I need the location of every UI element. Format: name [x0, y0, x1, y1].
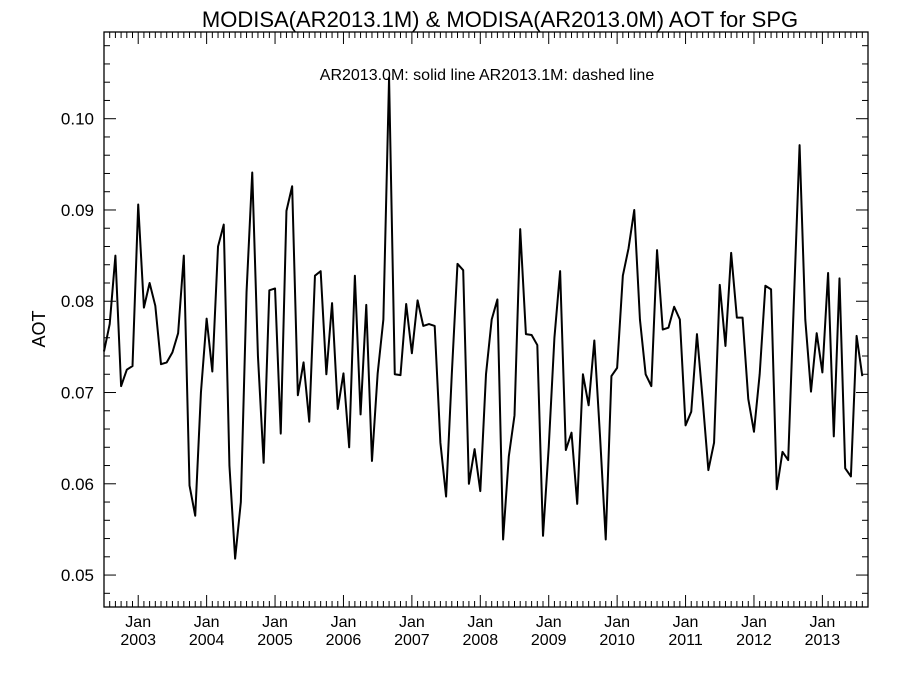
x-tick-month: Jan [194, 614, 220, 631]
y-tick-label: 0.07 [61, 384, 94, 403]
chart-title: MODISA(AR2013.1M) & MODISA(AR2013.0M) AO… [202, 7, 798, 32]
y-axis-label: AOT [29, 310, 49, 347]
x-tick-year: 2012 [736, 632, 772, 649]
x-tick-month: Jan [741, 614, 767, 631]
x-tick-year: 2003 [120, 632, 156, 649]
x-tick-month: Jan [331, 614, 357, 631]
y-tick-label: 0.08 [61, 292, 94, 311]
x-tick-month: Jan [809, 614, 835, 631]
x-tick-month: Jan [536, 614, 562, 631]
plot-frame [103, 31, 869, 608]
x-tick-year: 2013 [805, 632, 841, 649]
y-tick-label: 0.06 [61, 475, 94, 494]
x-tick-month: Jan [125, 614, 151, 631]
x-tick-month: Jan [467, 614, 493, 631]
y-tick-label: 0.09 [61, 201, 94, 220]
x-tick-month: Jan [604, 614, 630, 631]
series-line [103, 76, 864, 560]
line-style-annotation: AR2013.0M: solid line AR2013.1M: dashed … [320, 67, 655, 84]
x-tick-year: 2004 [189, 632, 225, 649]
x-tick-month: Jan [399, 614, 425, 631]
x-tick-month: Jan [262, 614, 288, 631]
x-tick-year: 2009 [531, 632, 567, 649]
x-tick-year: 2005 [257, 632, 293, 649]
y-tick-label: 0.05 [61, 566, 94, 585]
x-tick-year: 2010 [599, 632, 635, 649]
x-tick-year: 2008 [463, 632, 499, 649]
x-tick-month: Jan [673, 614, 699, 631]
x-tick-year: 2007 [394, 632, 430, 649]
y-tick-label: 0.10 [61, 110, 94, 129]
x-tick-year: 2006 [326, 632, 362, 649]
x-tick-year: 2011 [668, 632, 703, 649]
